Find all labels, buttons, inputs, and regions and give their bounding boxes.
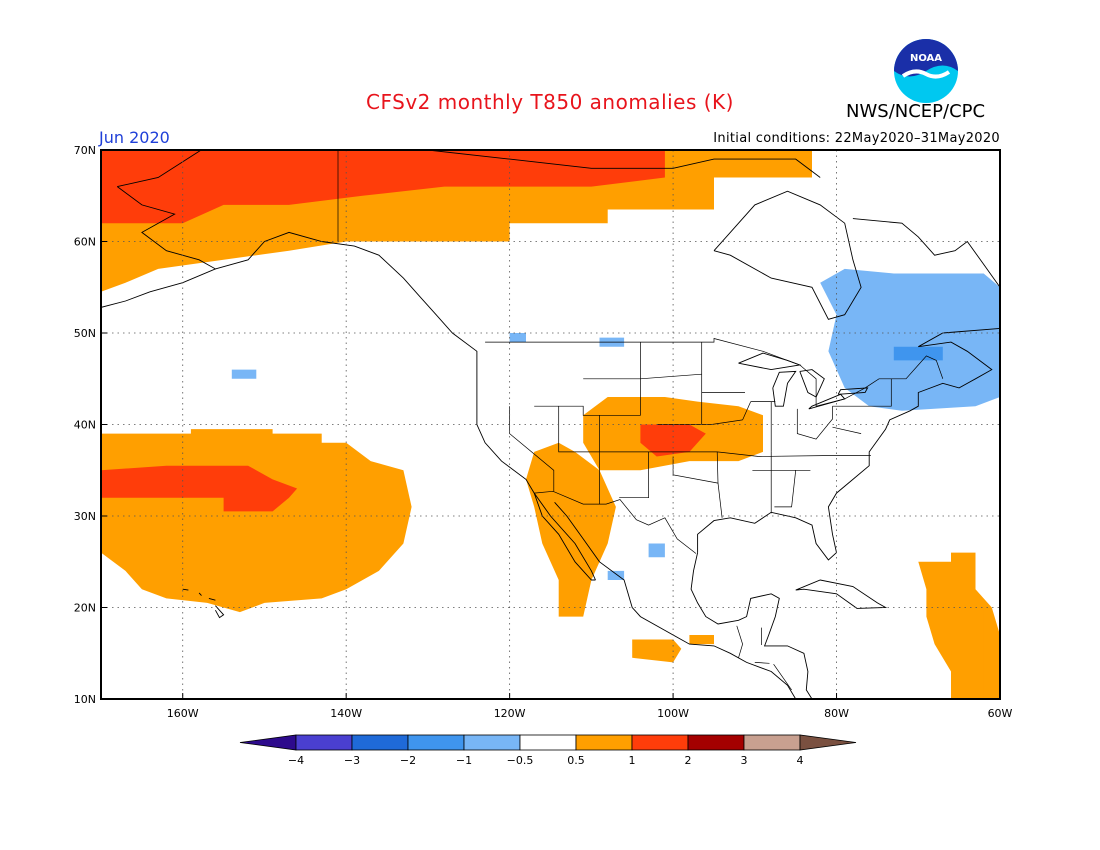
coastline-segment	[533, 492, 596, 581]
axis-labels: 160W 140W 120W 100W 80W 60W 10N 20N 30N 40N 50N 60N…	[74, 144, 1013, 720]
colorbar-label: 4	[797, 754, 804, 767]
boundary-segment	[758, 455, 871, 457]
boundary-segment	[558, 406, 759, 457]
anomaly-north-pacific-warm	[101, 429, 412, 613]
boundary-segment	[736, 625, 743, 658]
forecast-month: Jun 2020	[99, 128, 170, 147]
coastline-segment	[799, 369, 825, 398]
coastline-segment	[690, 552, 813, 699]
coastline-segment	[852, 218, 1000, 288]
agency-label: NWS/NCEP/CPC	[846, 101, 986, 122]
coastline-segment	[208, 597, 216, 601]
colorbar-swatch	[463, 734, 521, 751]
coastline-segment	[215, 231, 596, 581]
anomaly-north-pacific-warm-core	[101, 465, 298, 512]
colorbar-max-arrow	[799, 734, 857, 751]
lon-tick-label: 80W	[824, 707, 849, 720]
coastline-segment	[117, 186, 217, 293]
boundary-segment	[773, 663, 792, 691]
lat-tick-label: 60N	[74, 236, 96, 249]
lat-tick-label: 70N	[74, 144, 96, 157]
anomaly-quebec-cool	[820, 268, 1000, 411]
boundary-segment	[583, 373, 702, 380]
colorbar-label: 3	[741, 754, 748, 767]
colorbar-min-arrow	[239, 734, 297, 751]
anomaly-central-plains-warm-core	[640, 424, 706, 457]
lat-tick-label: 10N	[74, 693, 96, 706]
lat-tick-label: 20N	[74, 602, 96, 615]
anomaly-arctic-warm-core	[101, 150, 665, 224]
boundary-segment	[534, 342, 641, 416]
coastline-segment	[554, 502, 797, 699]
colorbar-label: −1	[456, 754, 472, 767]
anomaly-pacific-cool-speck	[231, 369, 257, 379]
graticule	[101, 150, 1000, 699]
lon-tick-label: 140W	[330, 707, 362, 720]
colorbar-swatch	[295, 734, 353, 751]
coastline-segment	[198, 592, 202, 596]
noaa-logo-icon: NOAA	[894, 39, 958, 103]
coastline-segment	[215, 605, 225, 619]
boundary-segment	[716, 451, 723, 518]
lon-tick-label: 100W	[657, 707, 689, 720]
anomaly-fragment	[509, 333, 526, 343]
colorbar-label: −0.5	[507, 754, 534, 767]
colorbar: −4 −3 −2 −1 −0.5 0.5 1 2 3 4	[239, 734, 857, 767]
anomaly-fragment	[607, 570, 625, 580]
lat-tick-label: 40N	[74, 419, 96, 432]
coastline-segment	[117, 150, 821, 188]
colorbar-label: −4	[288, 754, 304, 767]
colorbar-swatch	[631, 734, 689, 751]
coastline-segment	[772, 370, 797, 407]
lon-tick-label: 160W	[167, 707, 199, 720]
lon-tick-label: 60W	[988, 707, 1013, 720]
colorbar-swatch	[743, 734, 801, 751]
anomaly-quebec-cool-core	[893, 346, 943, 361]
boundary-segment	[832, 378, 892, 407]
boundary-segment	[742, 401, 752, 421]
boundary-segment	[832, 426, 862, 434]
anomaly-layer	[101, 150, 1000, 699]
coastline-segment	[808, 393, 846, 410]
colorbar-label: 0.5	[567, 754, 585, 767]
colorbar-swatch	[519, 734, 577, 751]
colorbar-label: 2	[685, 754, 692, 767]
lat-tick-label: 50N	[74, 327, 96, 340]
boundary-segment	[754, 662, 770, 664]
anomaly-southwest-us-warm	[526, 442, 616, 617]
anomaly-fragment	[648, 543, 665, 558]
colorbar-swatch	[687, 734, 745, 751]
initial-conditions: Initial conditions: 22May2020–31May2020	[713, 131, 1000, 146]
colorbar-label: 1	[629, 754, 636, 767]
colorbar-swatch	[575, 734, 633, 751]
coastline-segment	[101, 291, 151, 308]
anomaly-fragment	[951, 607, 984, 699]
coastline-segment	[182, 588, 189, 591]
boundary-segment	[774, 470, 797, 508]
coastline-segment	[795, 579, 888, 609]
coastline-segment	[713, 190, 862, 320]
colorbar-label: −3	[344, 754, 360, 767]
boundary-segment	[534, 490, 697, 554]
lat-tick-label: 30N	[74, 510, 96, 523]
lon-tick-label: 120W	[494, 707, 526, 720]
colorbar-label: −2	[400, 754, 416, 767]
boundary-segment	[796, 406, 833, 440]
logo-text: NOAA	[910, 53, 942, 64]
anomaly-fragment	[689, 635, 714, 645]
boundary-segment	[619, 451, 649, 499]
colorbar-swatch	[351, 734, 409, 751]
boundary-segment	[485, 338, 944, 407]
colorbar-swatch	[407, 734, 465, 751]
chart-title: CFSv2 monthly T850 anomalies (K)	[366, 90, 734, 114]
anomaly-central-america-warm	[632, 639, 682, 663]
